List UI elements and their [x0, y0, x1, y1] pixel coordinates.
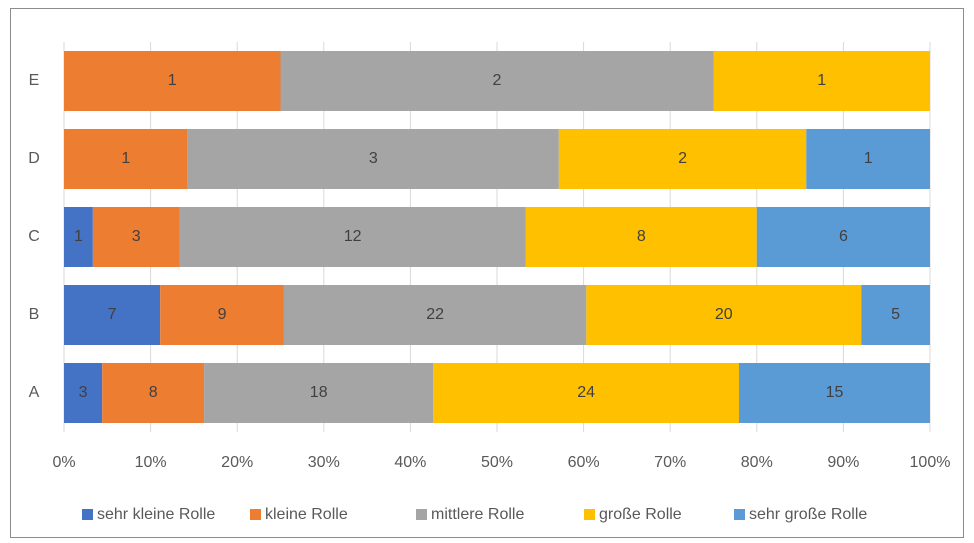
legend-label: mittlere Rolle — [431, 506, 524, 523]
bar-segment — [433, 363, 739, 423]
bar-segment — [92, 207, 180, 267]
legend-swatch — [416, 509, 427, 520]
x-tick-label: 40% — [394, 454, 426, 471]
data-label: 15 — [826, 384, 844, 401]
bar-segment — [187, 129, 559, 189]
data-label: 9 — [218, 306, 227, 323]
bar-segment — [204, 363, 434, 423]
bar-segment — [64, 129, 188, 189]
data-label: 22 — [426, 306, 444, 323]
data-label: 1 — [864, 150, 873, 167]
x-tick-label: 30% — [308, 454, 340, 471]
x-tick-label: 20% — [221, 454, 253, 471]
bar-segment — [64, 51, 281, 111]
data-label: 18 — [310, 384, 328, 401]
x-tick-label: 80% — [741, 454, 773, 471]
legend-label: kleine Rolle — [265, 506, 348, 523]
data-label: 3 — [79, 384, 88, 401]
legend-swatch — [734, 509, 745, 520]
bar-segment — [756, 207, 930, 267]
data-label: 1 — [168, 72, 177, 89]
bar-segment — [64, 285, 161, 345]
data-label: 8 — [149, 384, 158, 401]
data-label: 8 — [637, 228, 646, 245]
data-label: 3 — [369, 150, 378, 167]
bar-segment — [713, 51, 930, 111]
data-label: 6 — [839, 228, 848, 245]
data-label: 2 — [493, 72, 502, 89]
legend-swatch — [584, 509, 595, 520]
bar-segment — [102, 363, 205, 423]
data-label: 5 — [891, 306, 900, 323]
data-label: 1 — [817, 72, 826, 89]
bar-segment — [861, 285, 930, 345]
legend-label: große Rolle — [599, 506, 682, 523]
bar-segment — [179, 207, 526, 267]
x-tick-label: 50% — [481, 454, 513, 471]
bar-segment — [160, 285, 284, 345]
data-label: 3 — [132, 228, 141, 245]
bar-segment — [64, 363, 103, 423]
data-label: 12 — [344, 228, 362, 245]
x-tick-label: 90% — [827, 454, 859, 471]
bar-segment — [280, 51, 714, 111]
y-tick-label: A — [29, 384, 40, 401]
legend-label: sehr große Rolle — [749, 506, 867, 523]
x-tick-label: 60% — [568, 454, 600, 471]
legend-label: sehr kleine Rolle — [97, 506, 215, 523]
x-tick-label: 10% — [135, 454, 167, 471]
data-label: 20 — [715, 306, 733, 323]
data-label: 1 — [121, 150, 130, 167]
bar-segment — [283, 285, 587, 345]
data-label: 2 — [678, 150, 687, 167]
y-tick-label: E — [29, 72, 40, 89]
bar-segment — [525, 207, 757, 267]
legend-swatch — [82, 509, 93, 520]
y-tick-label: D — [28, 150, 40, 167]
x-tick-label: 0% — [52, 454, 75, 471]
bar-segment — [64, 207, 93, 267]
bar-segment — [806, 129, 930, 189]
bar-segment — [586, 285, 862, 345]
x-tick-label: 100% — [910, 454, 951, 471]
data-label: 24 — [577, 384, 595, 401]
legend-swatch — [250, 509, 261, 520]
x-tick-label: 70% — [654, 454, 686, 471]
bar-segment — [738, 363, 930, 423]
data-label: 7 — [108, 306, 117, 323]
y-tick-label: C — [28, 228, 40, 245]
data-label: 1 — [74, 228, 83, 245]
bar-segment — [558, 129, 807, 189]
y-tick-label: B — [29, 306, 40, 323]
